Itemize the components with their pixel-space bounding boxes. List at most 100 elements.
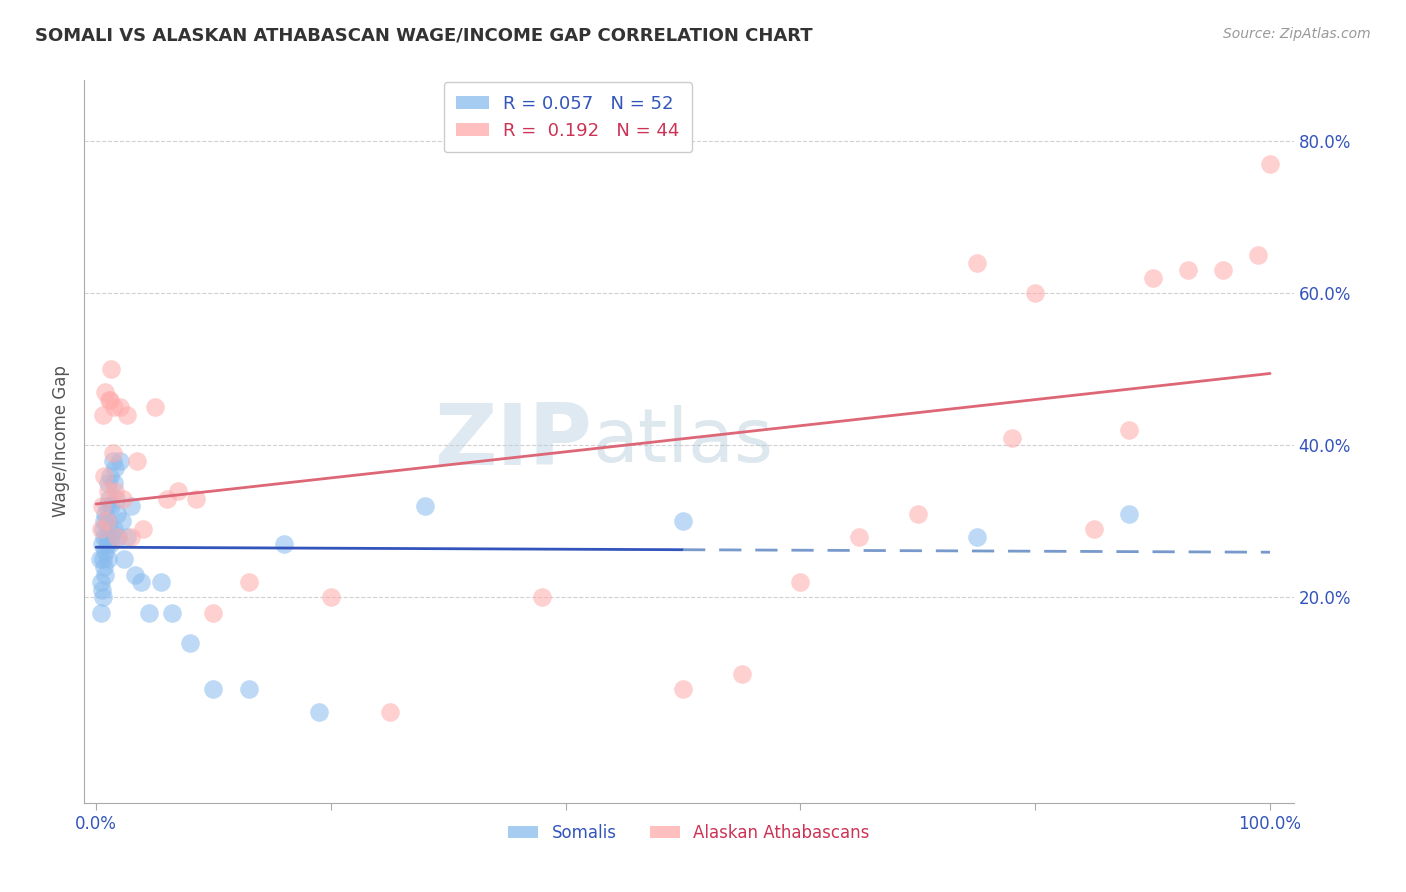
Point xyxy=(104,483,127,498)
Point xyxy=(101,453,124,467)
Point xyxy=(97,552,120,566)
Point xyxy=(966,256,988,270)
Point xyxy=(104,461,127,475)
Point xyxy=(91,499,114,513)
Point xyxy=(319,591,342,605)
Point xyxy=(89,552,111,566)
Point xyxy=(238,681,260,696)
Point xyxy=(1247,248,1270,262)
Point xyxy=(1177,263,1199,277)
Point xyxy=(93,560,115,574)
Point xyxy=(103,476,125,491)
Point xyxy=(93,530,115,544)
Point xyxy=(1024,286,1046,301)
Point xyxy=(731,666,754,681)
Point xyxy=(91,591,114,605)
Point xyxy=(129,575,152,590)
Point xyxy=(94,545,117,559)
Point xyxy=(1118,507,1140,521)
Text: SOMALI VS ALASKAN ATHABASCAN WAGE/INCOME GAP CORRELATION CHART: SOMALI VS ALASKAN ATHABASCAN WAGE/INCOME… xyxy=(35,27,813,45)
Point xyxy=(94,385,117,400)
Point xyxy=(672,515,695,529)
Point xyxy=(308,705,330,719)
Point xyxy=(1258,157,1281,171)
Point xyxy=(108,401,131,415)
Point xyxy=(120,530,142,544)
Point xyxy=(91,522,114,536)
Point xyxy=(97,515,120,529)
Text: atlas: atlas xyxy=(592,405,773,478)
Point xyxy=(1001,431,1024,445)
Point xyxy=(132,522,155,536)
Point xyxy=(202,681,225,696)
Point xyxy=(1083,522,1105,536)
Point xyxy=(100,530,122,544)
Point xyxy=(105,507,128,521)
Point xyxy=(155,491,177,506)
Y-axis label: Wage/Income Gap: Wage/Income Gap xyxy=(52,366,70,517)
Point xyxy=(96,537,118,551)
Point xyxy=(907,507,929,521)
Point xyxy=(108,453,131,467)
Point xyxy=(531,591,554,605)
Point xyxy=(103,522,125,536)
Point xyxy=(105,530,128,544)
Point xyxy=(90,522,112,536)
Point xyxy=(167,483,190,498)
Point xyxy=(107,530,129,544)
Point xyxy=(112,552,135,566)
Point xyxy=(378,705,401,719)
Point xyxy=(966,530,988,544)
Point xyxy=(1118,423,1140,437)
Point xyxy=(184,491,207,506)
Point xyxy=(202,606,225,620)
Point xyxy=(94,507,117,521)
Point xyxy=(1212,263,1234,277)
Point xyxy=(98,491,121,506)
Point xyxy=(98,392,121,407)
Point xyxy=(93,468,115,483)
Point xyxy=(124,567,146,582)
Point xyxy=(127,453,149,467)
Point xyxy=(93,515,115,529)
Point xyxy=(149,575,172,590)
Point xyxy=(98,522,121,536)
Point xyxy=(96,530,118,544)
Point xyxy=(105,491,128,506)
Point xyxy=(97,483,120,498)
Point xyxy=(94,567,117,582)
Point xyxy=(115,530,138,544)
Point xyxy=(96,515,118,529)
Point xyxy=(273,537,295,551)
Point xyxy=(100,499,122,513)
Point xyxy=(111,515,134,529)
Point xyxy=(98,392,121,407)
Point xyxy=(91,537,114,551)
Point xyxy=(112,491,135,506)
Point xyxy=(848,530,870,544)
Point xyxy=(97,476,120,491)
Point xyxy=(90,606,112,620)
Text: ZIP: ZIP xyxy=(434,400,592,483)
Point xyxy=(120,499,142,513)
Point xyxy=(238,575,260,590)
Point xyxy=(91,582,114,597)
Point xyxy=(98,537,121,551)
Point xyxy=(98,468,121,483)
Point xyxy=(103,401,125,415)
Point xyxy=(91,552,114,566)
Point xyxy=(138,606,160,620)
Point xyxy=(1142,271,1164,285)
Point xyxy=(90,575,112,590)
Legend: Somalis, Alaskan Athabascans: Somalis, Alaskan Athabascans xyxy=(502,817,876,848)
Text: Source: ZipAtlas.com: Source: ZipAtlas.com xyxy=(1223,27,1371,41)
Point xyxy=(143,401,166,415)
Point xyxy=(162,606,184,620)
Point xyxy=(179,636,201,650)
Point xyxy=(413,499,436,513)
Point xyxy=(91,408,114,422)
Point xyxy=(101,446,124,460)
Point xyxy=(672,681,695,696)
Point xyxy=(96,499,118,513)
Point xyxy=(115,408,138,422)
